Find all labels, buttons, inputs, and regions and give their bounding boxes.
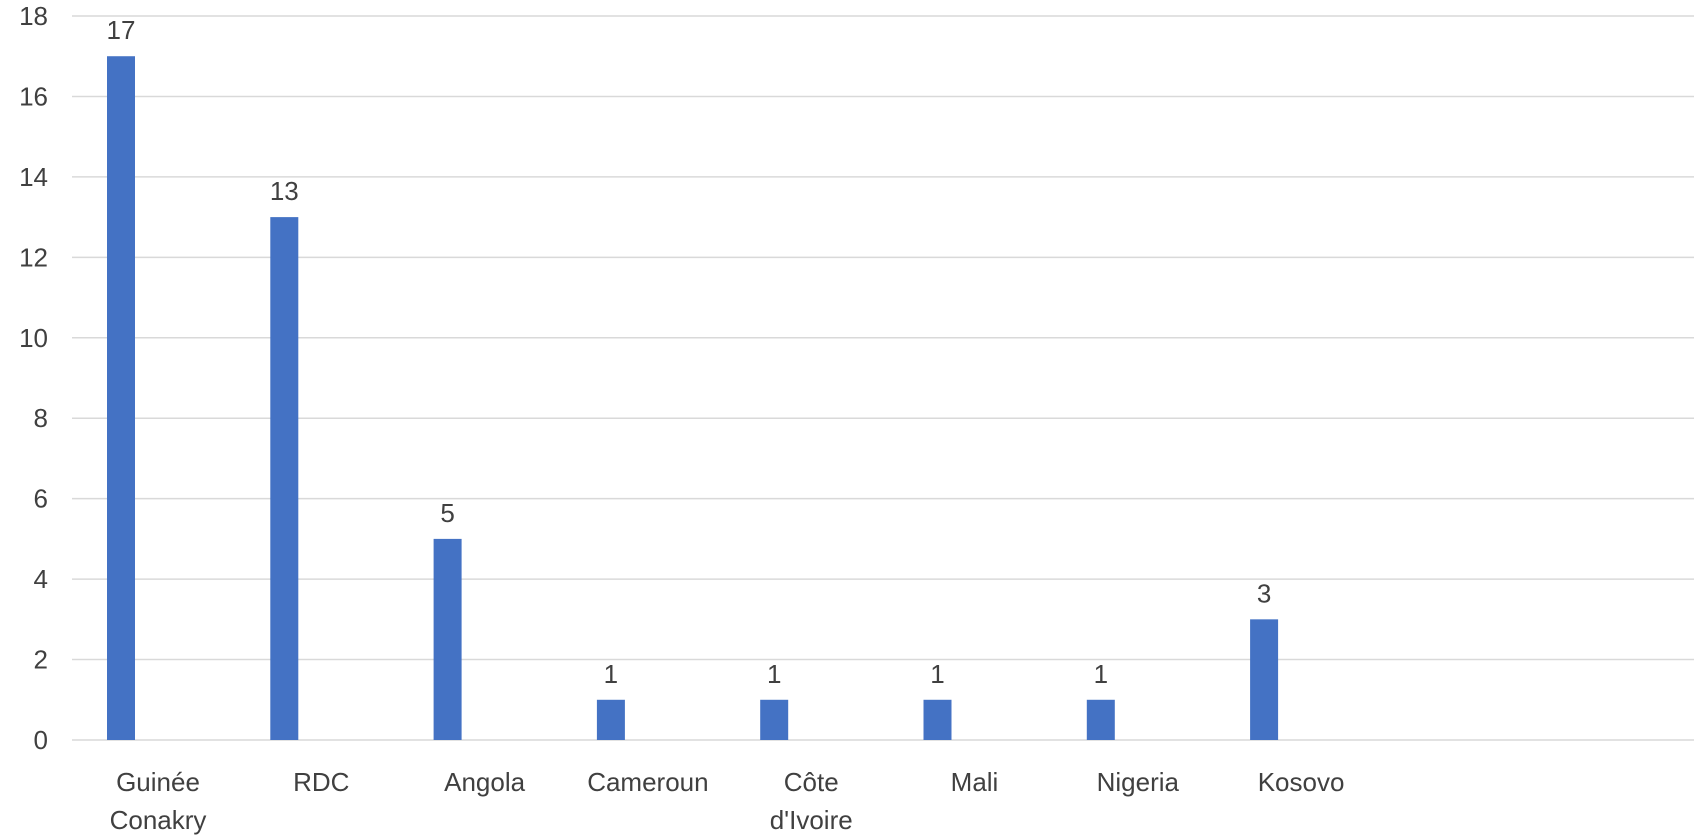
y-tick-label: 16 <box>19 81 48 111</box>
x-tick-label: Cameroun <box>587 767 708 797</box>
x-tick-label: Mali <box>951 767 999 797</box>
bar <box>923 699 952 740</box>
x-tick-label-line: Guinée <box>116 767 200 797</box>
x-tick-label-line: Cameroun <box>587 767 708 797</box>
x-tick-label: Kosovo <box>1258 767 1345 797</box>
y-tick-label: 14 <box>19 162 48 192</box>
x-tick-label-line: Côte <box>784 767 839 797</box>
x-tick-label-line: Nigeria <box>1097 767 1180 797</box>
data-label: 1 <box>1094 659 1108 689</box>
data-label: 17 <box>107 15 136 45</box>
x-tick-label: Nigeria <box>1097 767 1180 797</box>
x-tick-label-line: Kosovo <box>1258 767 1345 797</box>
x-tick-label-line: Conakry <box>110 805 207 835</box>
x-tick-label: Guinée Conakry <box>110 767 207 835</box>
x-tick-label-line: Mali <box>951 767 999 797</box>
gridlines <box>72 15 1694 741</box>
x-tick-label-line: d'Ivoire <box>770 805 853 835</box>
data-label: 13 <box>270 176 299 206</box>
y-tick-label: 18 <box>19 1 48 31</box>
x-tick-label-line: Angola <box>444 767 525 797</box>
x-tick-label-line: RDC <box>293 767 349 797</box>
y-tick-label: 12 <box>19 242 48 272</box>
data-label: 1 <box>604 659 618 689</box>
data-label: 3 <box>1257 578 1271 608</box>
bar <box>433 538 462 740</box>
bar <box>270 217 299 741</box>
x-tick-label: Angola <box>444 767 525 797</box>
y-axis: 0 2 4 6 8 10 12 14 16 18 <box>19 1 48 755</box>
data-label: 1 <box>767 659 781 689</box>
y-tick-label: 8 <box>34 403 48 433</box>
y-tick-label: 6 <box>34 484 48 514</box>
y-tick-label: 2 <box>34 645 48 675</box>
data-label: 1 <box>930 659 944 689</box>
x-tick-label: Côte d'Ivoire <box>770 767 853 835</box>
x-axis: Guinée Conakry RDC Angola Cameroun Côte d'Ivoi… <box>110 767 1345 835</box>
y-tick-label: 10 <box>19 323 48 353</box>
data-label: 5 <box>440 498 454 528</box>
bar <box>1086 699 1115 740</box>
y-tick-label: 4 <box>34 564 48 594</box>
bars <box>107 56 1279 741</box>
x-tick-label: RDC <box>293 767 349 797</box>
bar <box>760 699 789 740</box>
bar <box>1250 619 1279 740</box>
y-tick-label: 0 <box>34 725 48 755</box>
bar <box>107 56 135 740</box>
bar <box>596 699 625 740</box>
